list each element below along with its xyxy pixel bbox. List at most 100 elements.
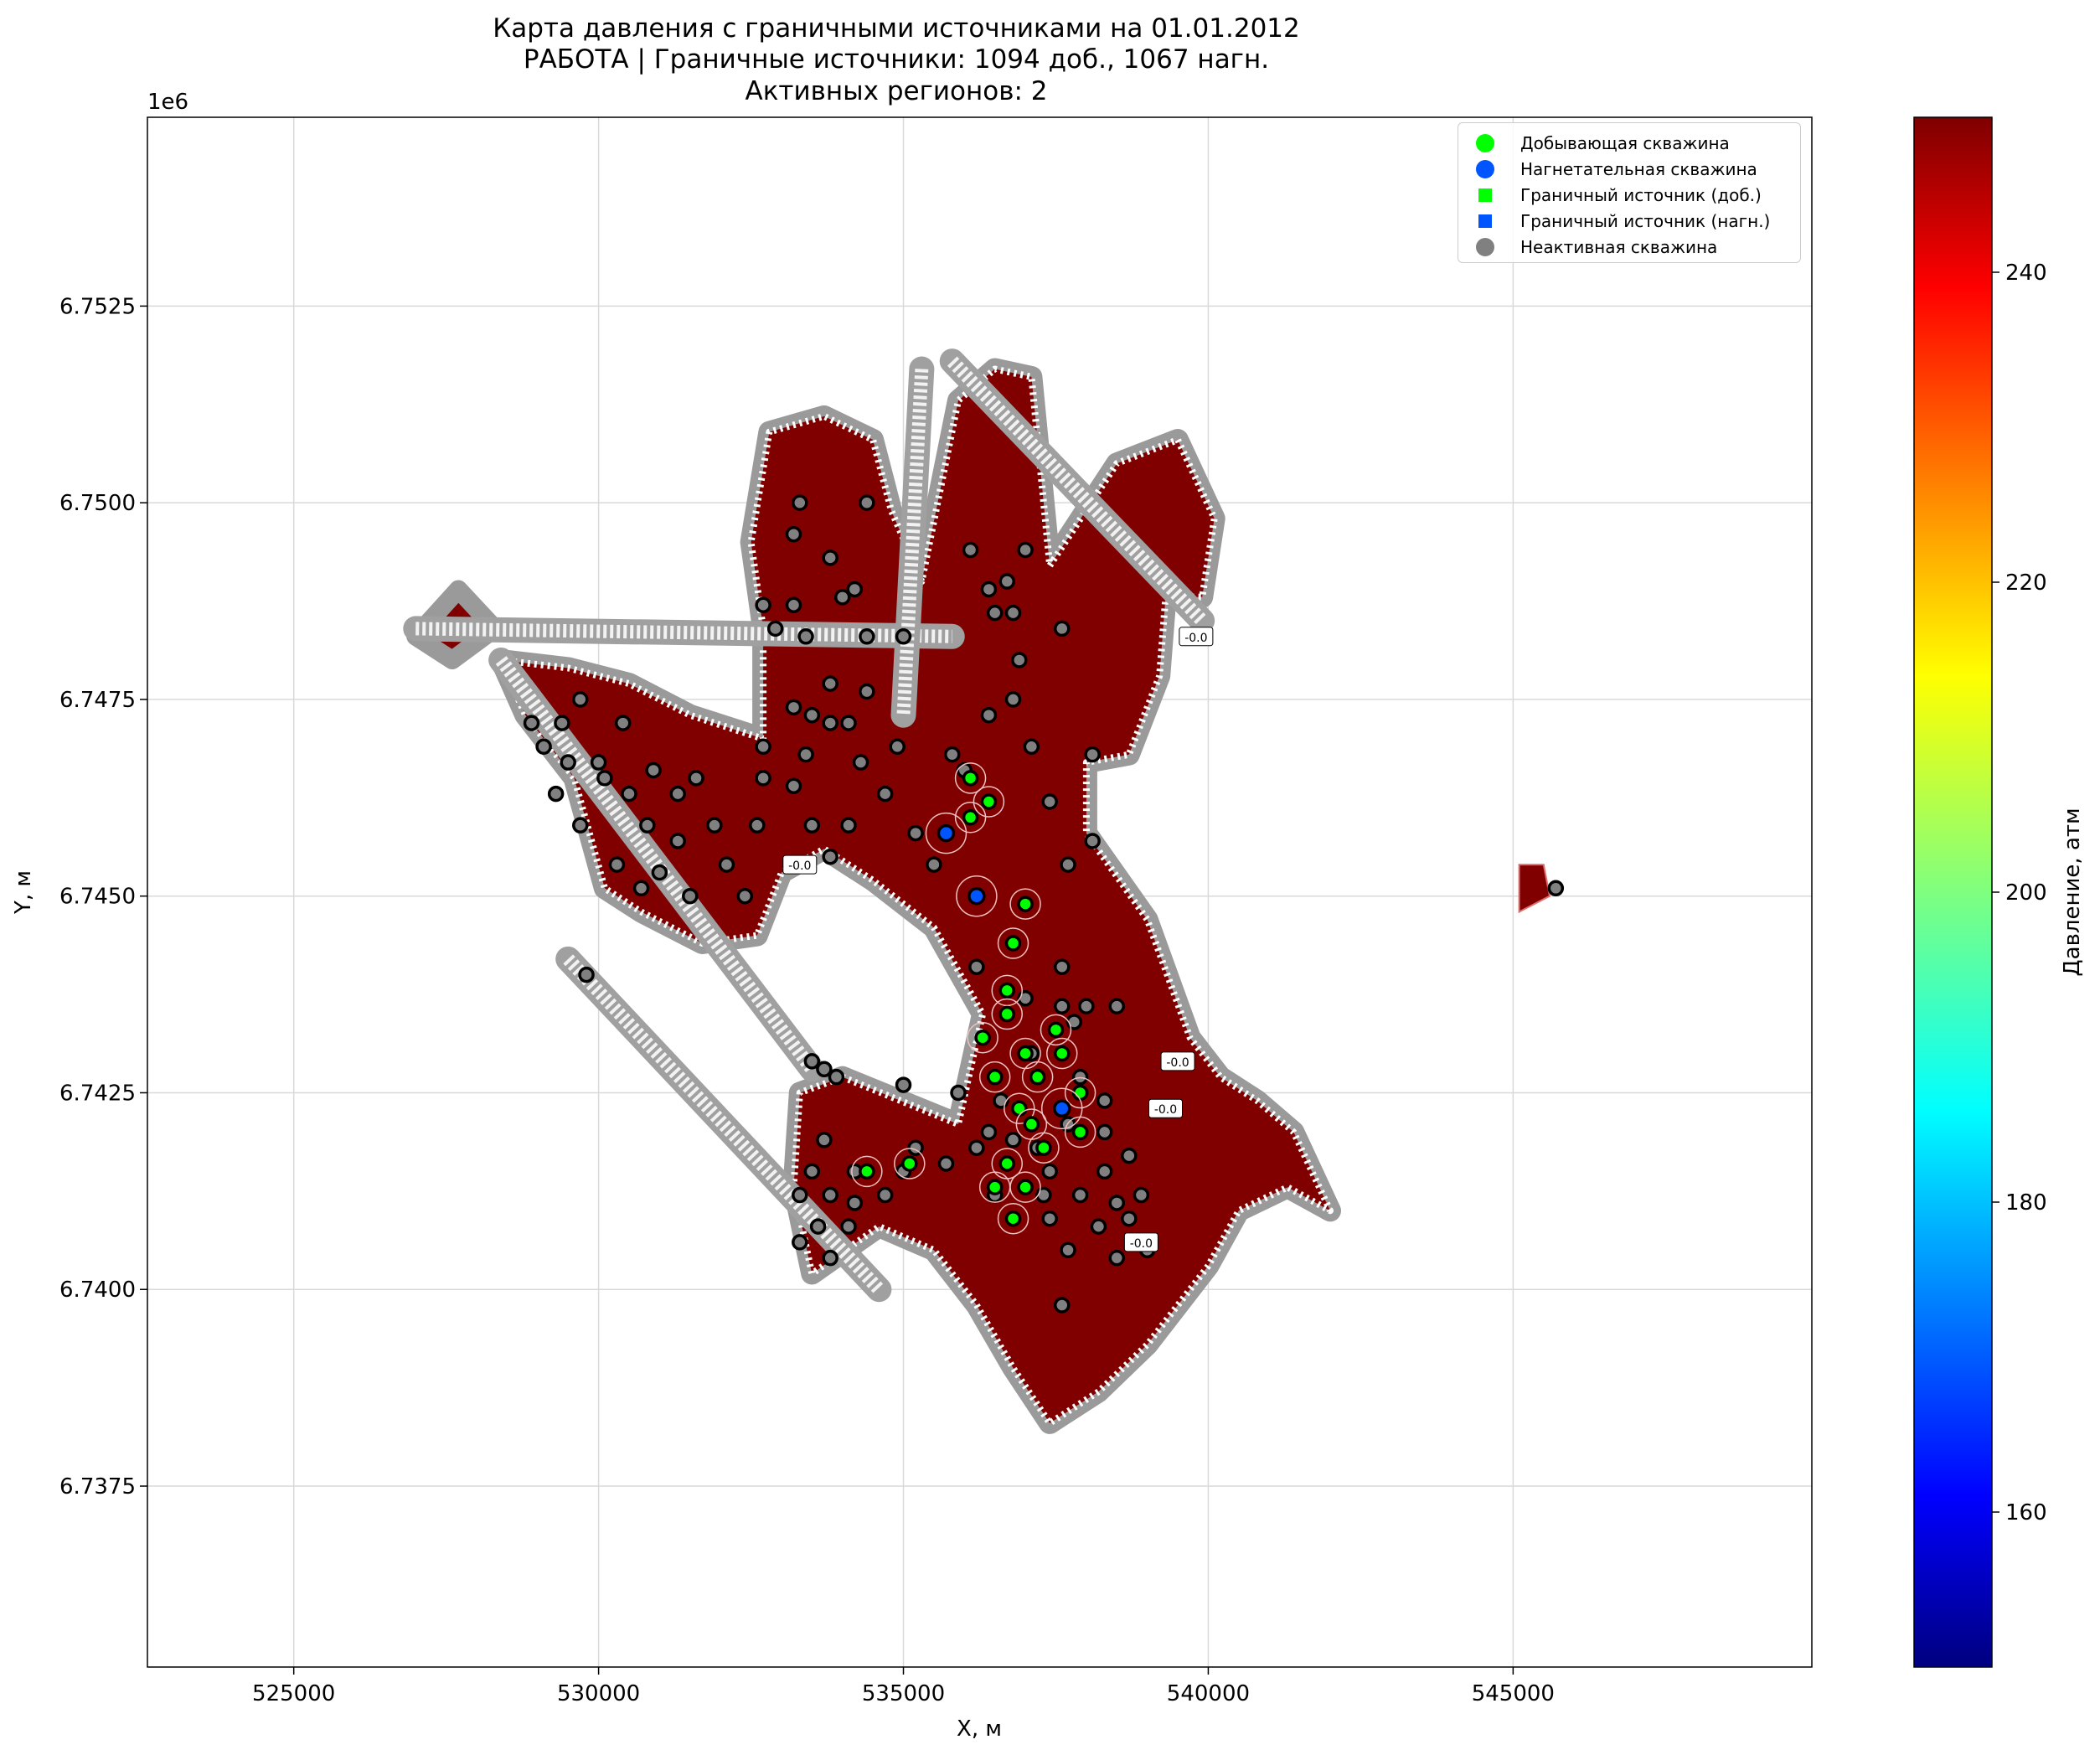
legend-marker [1468, 214, 1502, 228]
inactive-well [547, 785, 565, 803]
inactive-well [926, 856, 942, 873]
inactive-well [1017, 541, 1034, 559]
inactive-well [1054, 998, 1071, 1014]
inactive-well [1054, 958, 1071, 975]
inactive-well [554, 715, 570, 731]
inactive-well [1017, 990, 1034, 1007]
inactive-well [986, 604, 1004, 622]
inactive-well [1023, 738, 1040, 756]
producing-well [974, 1029, 991, 1046]
legend-label: Граничный источник (доб.) [1520, 184, 1762, 205]
y-tick-label: 6.7400 [59, 1278, 136, 1303]
inactive-well [1011, 652, 1028, 668]
inactive-well [822, 715, 838, 731]
inactive-well [736, 887, 754, 905]
inactive-well [846, 581, 864, 598]
zero-label-box [1179, 627, 1214, 647]
inactive-well [785, 525, 802, 543]
producing-well [998, 982, 1016, 999]
producer-pressure-contour [1004, 1092, 1035, 1124]
colorbar-tick-label: 160 [2005, 1500, 2047, 1525]
producer-pressure-contour [991, 998, 1024, 1030]
inactive-well [822, 1186, 838, 1204]
legend-label: Граничный источник (нагн.) [1520, 210, 1771, 231]
producer-pressure-contour [851, 1155, 883, 1188]
legend-marker [1468, 188, 1502, 202]
inactive-well [797, 746, 814, 763]
legend-marker-injector [1476, 159, 1494, 178]
inactive-well [1071, 1068, 1089, 1086]
inactive-well [803, 706, 821, 724]
boundary-source-band-inner [495, 656, 818, 1074]
y-tick-label: 6.7525 [59, 294, 136, 319]
x-axis-label: X, м [957, 1716, 1002, 1742]
east-region-field [1518, 864, 1551, 914]
inactive-well [785, 596, 802, 613]
inactive-well [852, 754, 869, 771]
inactive-well [822, 550, 838, 566]
inactive-well [1096, 1123, 1113, 1141]
inactive-well [998, 573, 1016, 590]
inactive-well [1060, 1241, 1076, 1259]
inactive-well [816, 1061, 833, 1078]
inactive-well [846, 1195, 864, 1211]
inactive-well [907, 824, 924, 842]
producing-well [1017, 1179, 1034, 1195]
legend-marker-producer [1476, 133, 1494, 152]
legend-item: Неактивная скважина [1468, 234, 1790, 260]
producer-pressure-contour [991, 974, 1024, 1007]
producing-well [1011, 1100, 1028, 1117]
inactive-well [590, 754, 607, 771]
colorbar [1913, 116, 1993, 1668]
y-tick-label: 6.7475 [59, 688, 136, 713]
inactive-well [1004, 691, 1022, 708]
producer-pressure-contour [1046, 1037, 1078, 1070]
plot-frame [147, 116, 1813, 1668]
inactive-well [608, 856, 626, 873]
inactive-well [535, 738, 552, 756]
producer-pressure-contour [997, 927, 1029, 959]
legend-label: Добывающая скважина [1520, 132, 1730, 153]
x-tick-label: 540000 [1167, 1681, 1250, 1706]
inactive-well [1108, 1249, 1126, 1267]
legend-item: Нагнетательная скважина [1468, 156, 1790, 182]
inactive-well [859, 494, 875, 511]
producer-pressure-contour [1021, 1061, 1054, 1093]
inactive-well [1096, 1163, 1113, 1180]
inactive-well [968, 1139, 985, 1156]
inactive-well [803, 1053, 821, 1070]
inactive-well [840, 817, 857, 834]
x-tick-label: 535000 [862, 1681, 945, 1706]
injector-pressure-contour [1041, 1087, 1083, 1129]
inactive-well [828, 1068, 845, 1086]
inactive-well [669, 833, 686, 849]
zero-label-box [1148, 1098, 1183, 1118]
inactive-well [621, 785, 637, 803]
inactive-well [749, 817, 766, 834]
inactive-well [1004, 604, 1022, 622]
producing-well [1071, 1084, 1089, 1102]
zero-label: -0.0 [1166, 1056, 1189, 1070]
producing-well [986, 1068, 1004, 1086]
producer-pressure-contour [1009, 888, 1041, 920]
inactive-well [632, 880, 650, 897]
producing-well [998, 1155, 1016, 1172]
zero-label: -0.0 [1184, 632, 1207, 645]
producing-well [1054, 1045, 1071, 1062]
producer-pressure-contour [954, 762, 987, 794]
wells-layer: -0.0 -0.0 -0.0 -0.0 -0.0 [523, 494, 1565, 1314]
producing-well [1047, 1021, 1065, 1039]
boundary-source-band-inner [563, 954, 885, 1294]
inactive-well [980, 1123, 998, 1141]
producer-pressure-contour [967, 1021, 998, 1054]
inactive-well [859, 628, 875, 645]
chart-title-line-3: Активных регионов: 2 [745, 76, 1048, 106]
x-tick-label: 525000 [252, 1681, 335, 1706]
inactive-well [755, 596, 771, 613]
legend-item: Добывающая скважина [1468, 130, 1790, 156]
injection-well [1053, 1099, 1071, 1118]
inactive-well [1071, 1186, 1089, 1204]
producer-pressure-contour [954, 802, 987, 834]
producing-well [1017, 896, 1034, 912]
